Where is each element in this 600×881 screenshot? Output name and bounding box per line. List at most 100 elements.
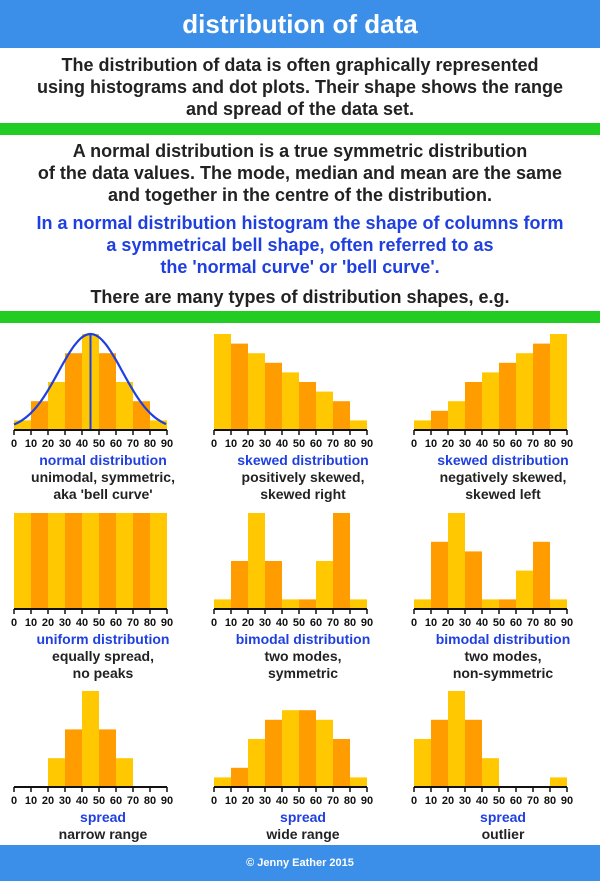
tick-label: 60: [510, 617, 522, 629]
bell-line: the 'normal curve' or 'bell curve'.: [160, 257, 440, 277]
types-line: There are many types of distribution sha…: [90, 287, 510, 307]
histogram-panel: 0 10 20 30 40 50 60 70 80 90 spread wide range: [208, 683, 398, 843]
divider-top: [0, 123, 600, 135]
histogram-bar: [48, 513, 65, 609]
tick-label: 10: [425, 617, 437, 629]
histogram-caption-line: positively skewed,: [241, 469, 365, 485]
histogram-panel: 0 10 20 30 40 50 60 70 80 90 skewed distribution ne…: [408, 326, 598, 503]
tick-label: 90: [561, 438, 573, 450]
tick-label: 30: [459, 438, 471, 450]
intro-paragraph: The distribution of data is often graphi…: [10, 54, 590, 120]
tick-label: 10: [25, 617, 37, 629]
tick-label: 90: [361, 617, 373, 629]
histogram-bar: [550, 599, 567, 609]
histogram-bar: [231, 767, 248, 787]
histogram-caption-title: spread: [480, 809, 526, 825]
tick-label: 30: [59, 617, 71, 629]
bell-paragraph: In a normal distribution histogram the s…: [10, 212, 590, 278]
tick-label: 20: [42, 617, 54, 629]
tick-label: 80: [144, 438, 156, 450]
histogram-chart: 0 10 20 30 40 50 60 70 80 90: [411, 691, 573, 807]
histogram-bar: [82, 691, 99, 787]
histogram-caption-line: outlier: [481, 826, 525, 842]
histogram-caption-title: bimodal distribution: [235, 631, 371, 647]
tick-label: 20: [242, 795, 254, 807]
histogram-caption-line: aka 'bell curve': [53, 486, 153, 502]
tick-label: 90: [361, 795, 373, 807]
histogram-bar: [116, 513, 133, 609]
histogram-bar: [31, 401, 48, 430]
histogram-bar: [465, 382, 482, 430]
tick-label: 70: [127, 438, 139, 450]
tick-label: 90: [561, 795, 573, 807]
histogram-bar: [448, 691, 465, 787]
tick-label: 40: [76, 617, 88, 629]
tick-label: 50: [293, 795, 305, 807]
tick-label: 60: [510, 438, 522, 450]
divider-bottom: [0, 311, 600, 323]
footer: © Jenny Eather 2015: [0, 845, 600, 881]
histogram-bar: [133, 401, 150, 430]
histogram-bar: [482, 599, 499, 609]
tick-label: 30: [59, 795, 71, 807]
bell-line: a symmetrical bell shape, often referred…: [106, 235, 494, 255]
normal-line: of the data values. The mode, median and…: [37, 163, 563, 183]
histogram-caption-line: two modes,: [464, 648, 542, 664]
histogram-bar: [248, 739, 265, 787]
tick-label: 0: [211, 795, 217, 807]
tick-label: 70: [327, 795, 339, 807]
histogram-caption-line: two modes,: [264, 648, 342, 664]
normal-paragraph: A normal distribution is a true symmetri…: [10, 140, 590, 206]
histogram-caption-line: equally spread,: [52, 648, 154, 664]
tick-label: 80: [144, 795, 156, 807]
tick-label: 30: [459, 617, 471, 629]
histogram-caption-line: no peaks: [72, 665, 134, 681]
histogram-bar: [150, 420, 167, 430]
histogram-bar: [333, 739, 350, 787]
histogram-bar: [14, 420, 31, 430]
histogram-bar: [465, 719, 482, 787]
histogram-chart: 0 10 20 30 40 50 60 70 80 90: [211, 513, 373, 629]
tick-label: 10: [425, 438, 437, 450]
histogram-panel: 0 10 20 30 40 50 60 70 80 90 bimodal distribution t…: [208, 505, 398, 682]
histogram-bar: [99, 729, 116, 787]
tick-label: 30: [259, 438, 271, 450]
histogram-bar: [231, 561, 248, 609]
histogram-caption-line: skewed right: [260, 486, 346, 502]
tick-label: 10: [25, 438, 37, 450]
tick-label: 70: [127, 795, 139, 807]
tick-label: 40: [276, 438, 288, 450]
histogram-bar: [533, 343, 550, 430]
histogram-bar: [299, 382, 316, 430]
tick-label: 80: [544, 438, 556, 450]
intro-line: using histograms and dot plots. Their sh…: [36, 77, 564, 97]
tick-label: 70: [127, 617, 139, 629]
histogram-bar: [448, 401, 465, 430]
types-paragraph: There are many types of distribution sha…: [10, 286, 590, 308]
normal-line: A normal distribution is a true symmetri…: [72, 141, 528, 161]
histogram-bar: [431, 410, 448, 430]
histogram-caption-line: unimodal, symmetric,: [31, 469, 175, 485]
tick-label: 80: [544, 795, 556, 807]
copyright-text: © Jenny Eather 2015: [246, 857, 354, 869]
tick-label: 50: [93, 438, 105, 450]
histogram-chart: 0 10 20 30 40 50 60 70 80 90: [411, 513, 573, 629]
tick-label: 80: [144, 617, 156, 629]
histogram-bar: [414, 599, 431, 609]
histogram-bar: [431, 719, 448, 787]
histogram-bar: [116, 758, 133, 787]
tick-label: 80: [344, 438, 356, 450]
histogram-chart: 0 10 20 30 40 50 60 70 80 90: [11, 513, 173, 629]
histogram-bar: [299, 599, 316, 609]
histogram-bar: [414, 420, 431, 430]
histogram-bar: [482, 372, 499, 430]
tick-label: 50: [493, 617, 505, 629]
histogram-bar: [265, 719, 282, 787]
tick-label: 90: [161, 617, 173, 629]
tick-label: 0: [11, 795, 17, 807]
tick-label: 90: [361, 438, 373, 450]
histogram-caption-line: skewed left: [465, 486, 541, 502]
tick-label: 0: [411, 438, 417, 450]
histogram-bar: [214, 777, 231, 787]
histogram-caption-title: spread: [80, 809, 126, 825]
